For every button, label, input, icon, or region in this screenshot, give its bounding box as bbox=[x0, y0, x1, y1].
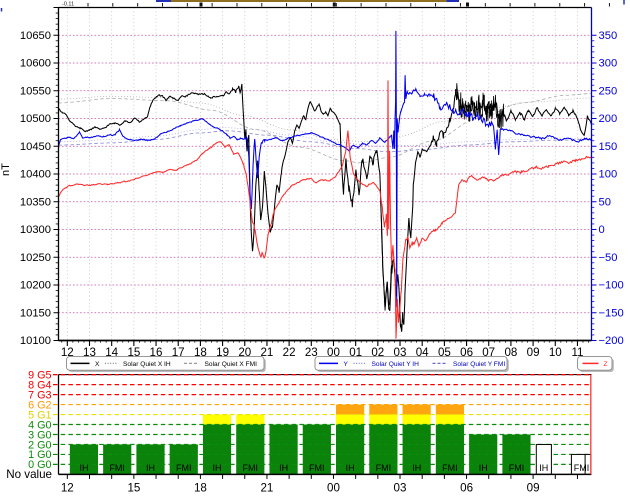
svg-text:06: 06 bbox=[460, 482, 473, 495]
svg-text:10200: 10200 bbox=[20, 280, 51, 292]
svg-text:FMI: FMI bbox=[309, 463, 325, 473]
svg-text:14: 14 bbox=[105, 346, 118, 359]
svg-text:X: X bbox=[95, 361, 100, 368]
svg-text:10350: 10350 bbox=[20, 196, 51, 208]
svg-text:17: 17 bbox=[172, 346, 185, 359]
svg-text:3 G0: 3 G0 bbox=[28, 429, 51, 441]
svg-text:FMI: FMI bbox=[574, 463, 590, 473]
svg-text:150: 150 bbox=[599, 141, 618, 153]
svg-text:50: 50 bbox=[599, 196, 611, 208]
svg-text:06: 06 bbox=[460, 346, 473, 359]
svg-text:09: 09 bbox=[527, 482, 540, 495]
svg-text:16: 16 bbox=[150, 346, 163, 359]
svg-text:0 G0: 0 G0 bbox=[28, 459, 51, 471]
svg-text:00: 00 bbox=[327, 346, 340, 359]
svg-text:10: 10 bbox=[549, 346, 562, 359]
svg-text:11: 11 bbox=[571, 346, 583, 359]
svg-text:19: 19 bbox=[216, 346, 229, 359]
svg-text:10550: 10550 bbox=[20, 85, 51, 97]
svg-text:03: 03 bbox=[394, 346, 407, 359]
svg-text:20: 20 bbox=[238, 346, 251, 359]
svg-text:15: 15 bbox=[127, 346, 140, 359]
svg-text:7 G3: 7 G3 bbox=[28, 389, 51, 401]
svg-text:13: 13 bbox=[83, 346, 96, 359]
svg-text:IH: IH bbox=[479, 463, 488, 473]
svg-text:12: 12 bbox=[61, 346, 74, 359]
svg-text:1 G0: 1 G0 bbox=[28, 449, 51, 461]
svg-text:03: 03 bbox=[394, 482, 407, 495]
svg-text:6 G2: 6 G2 bbox=[28, 399, 51, 411]
svg-text:10500: 10500 bbox=[20, 113, 51, 125]
svg-text:IH: IH bbox=[346, 463, 355, 473]
svg-text:100: 100 bbox=[599, 169, 618, 181]
svg-text:07: 07 bbox=[482, 346, 495, 359]
svg-text:FMI: FMI bbox=[509, 463, 525, 473]
svg-text:01: 01 bbox=[349, 346, 362, 359]
svg-text:10250: 10250 bbox=[20, 252, 51, 264]
svg-text:IH: IH bbox=[80, 463, 89, 473]
svg-text:Z: Z bbox=[604, 361, 608, 368]
svg-text:FMI: FMI bbox=[442, 463, 458, 473]
svg-text:9 G5: 9 G5 bbox=[28, 370, 51, 382]
svg-text:04: 04 bbox=[416, 346, 429, 359]
svg-text:IH: IH bbox=[213, 463, 222, 473]
svg-text:10400: 10400 bbox=[20, 169, 51, 181]
svg-text:-0.11: -0.11 bbox=[62, 2, 74, 8]
svg-text:23: 23 bbox=[305, 346, 318, 359]
svg-text:10450: 10450 bbox=[20, 141, 51, 153]
svg-text:nT: nT bbox=[0, 163, 12, 176]
svg-text:02: 02 bbox=[371, 346, 384, 359]
svg-text:4 G0: 4 G0 bbox=[28, 419, 51, 431]
svg-text:−100: −100 bbox=[599, 280, 624, 292]
svg-text:IH: IH bbox=[539, 463, 548, 473]
svg-text:21: 21 bbox=[260, 482, 273, 495]
svg-text:10300: 10300 bbox=[20, 224, 51, 236]
svg-text:18: 18 bbox=[194, 482, 207, 495]
svg-text:15: 15 bbox=[127, 482, 140, 495]
svg-text:FMI: FMI bbox=[243, 463, 259, 473]
svg-text:FMI: FMI bbox=[109, 463, 125, 473]
svg-text:2 G0: 2 G0 bbox=[28, 439, 51, 451]
svg-text:Solar Quiet X FMI: Solar Quiet X FMI bbox=[205, 361, 258, 368]
svg-text:10600: 10600 bbox=[20, 58, 51, 70]
svg-text:IH: IH bbox=[279, 463, 288, 473]
svg-text:22: 22 bbox=[283, 346, 296, 359]
svg-text:10100: 10100 bbox=[20, 335, 51, 347]
svg-text:00: 00 bbox=[327, 482, 340, 495]
svg-text:300: 300 bbox=[599, 58, 618, 70]
svg-text:Solar Quiet Y FMI: Solar Quiet Y FMI bbox=[453, 361, 505, 368]
svg-text:05: 05 bbox=[438, 346, 451, 359]
svg-text:Y: Y bbox=[344, 361, 349, 368]
svg-text:18: 18 bbox=[194, 346, 207, 359]
svg-text:0: 0 bbox=[599, 224, 605, 236]
svg-text:12: 12 bbox=[61, 482, 74, 495]
svg-text:21: 21 bbox=[260, 346, 273, 359]
svg-text:250: 250 bbox=[599, 85, 618, 97]
svg-text:5 G1: 5 G1 bbox=[28, 409, 51, 421]
svg-text:200: 200 bbox=[599, 113, 618, 125]
svg-text:−50: −50 bbox=[599, 252, 618, 264]
svg-text:IH: IH bbox=[146, 463, 155, 473]
svg-text:8 G4: 8 G4 bbox=[28, 379, 51, 391]
svg-text:No value: No value bbox=[6, 468, 52, 481]
svg-text:IH: IH bbox=[412, 463, 421, 473]
svg-text:−200: −200 bbox=[599, 335, 624, 347]
svg-text:FMI: FMI bbox=[176, 463, 192, 473]
svg-text:Solar Quiet Y IH: Solar Quiet Y IH bbox=[372, 361, 420, 368]
svg-text:350: 350 bbox=[599, 30, 618, 42]
svg-text:Solar Quiet X IH: Solar Quiet X IH bbox=[123, 361, 171, 368]
svg-text:10150: 10150 bbox=[20, 307, 51, 319]
svg-text:09: 09 bbox=[527, 346, 540, 359]
svg-text:−150: −150 bbox=[599, 307, 624, 319]
svg-text:08: 08 bbox=[504, 346, 517, 359]
svg-text:FMI: FMI bbox=[376, 463, 392, 473]
svg-text:10650: 10650 bbox=[20, 30, 51, 42]
